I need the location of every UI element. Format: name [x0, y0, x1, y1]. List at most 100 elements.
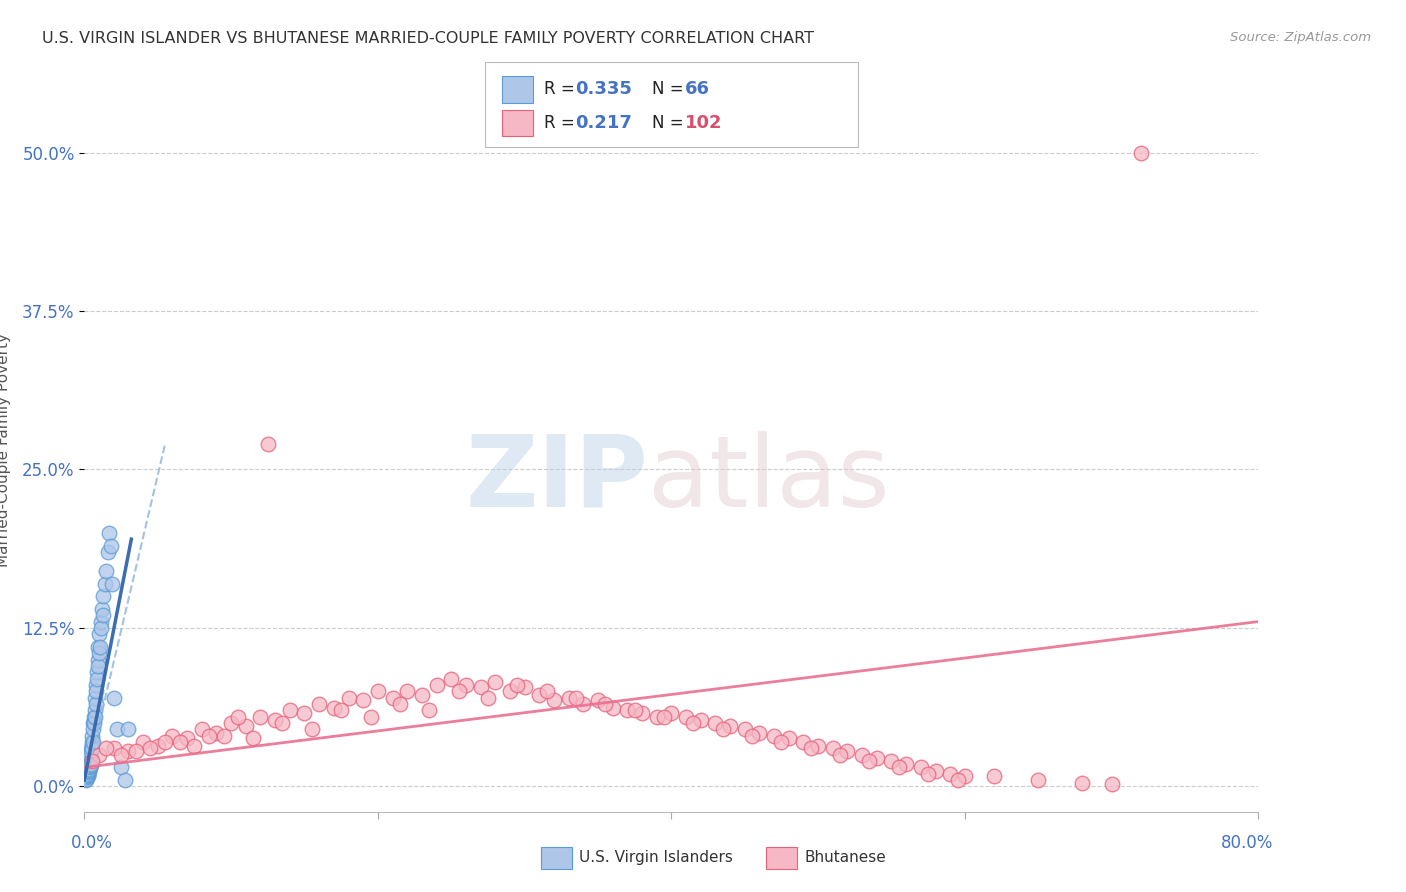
Point — [125, 744, 148, 758]
Point — [652, 709, 675, 723]
Point — [529, 688, 551, 702]
Point — [86, 652, 108, 666]
Point — [76, 760, 98, 774]
Point — [837, 744, 859, 758]
Text: R =: R = — [544, 80, 581, 98]
Point — [983, 769, 1005, 783]
Point — [76, 766, 98, 780]
Point — [205, 726, 228, 740]
Point — [82, 716, 104, 731]
Point — [103, 741, 125, 756]
Point — [689, 714, 711, 728]
Point — [661, 706, 683, 720]
Point — [98, 525, 121, 540]
Point — [1071, 775, 1094, 789]
Point — [91, 608, 114, 623]
Point — [132, 735, 155, 749]
Point — [411, 688, 433, 702]
Point — [77, 760, 100, 774]
Text: U.S. Virgin Islanders: U.S. Virgin Islanders — [579, 850, 733, 864]
Text: Bhutanese: Bhutanese — [804, 850, 886, 864]
Point — [623, 703, 645, 717]
Point — [352, 693, 374, 707]
Point — [77, 768, 100, 782]
Point — [75, 772, 97, 787]
Point — [176, 731, 198, 746]
Point — [76, 769, 98, 783]
Point — [162, 729, 184, 743]
Point — [308, 697, 330, 711]
Point — [117, 723, 139, 737]
Point — [470, 681, 492, 695]
Point — [77, 764, 100, 779]
Point — [557, 690, 579, 705]
Point — [741, 729, 763, 743]
Text: 80.0%: 80.0% — [1220, 834, 1274, 852]
Point — [821, 741, 844, 756]
Point — [939, 766, 962, 780]
Point — [82, 729, 104, 743]
Point — [367, 684, 389, 698]
Point — [75, 771, 97, 785]
Point — [87, 747, 110, 762]
Point — [83, 709, 105, 723]
Point — [77, 762, 100, 776]
Point — [76, 756, 98, 771]
Point — [616, 703, 638, 717]
Point — [1026, 772, 1049, 787]
Point — [79, 759, 101, 773]
Point — [110, 747, 132, 762]
Point — [1130, 145, 1153, 160]
Text: 0.217: 0.217 — [575, 114, 631, 132]
Point — [117, 744, 139, 758]
Point — [917, 766, 939, 780]
Point — [330, 703, 353, 717]
Point — [631, 706, 654, 720]
Text: 102: 102 — [685, 114, 723, 132]
Point — [228, 709, 250, 723]
Point — [93, 589, 115, 603]
Point — [84, 709, 107, 723]
Point — [337, 690, 360, 705]
Point — [322, 700, 344, 714]
Point — [734, 723, 756, 737]
Point — [792, 735, 814, 749]
Point — [388, 697, 411, 711]
Point — [75, 772, 97, 786]
Point — [83, 703, 105, 717]
Point — [82, 735, 104, 749]
Point — [477, 690, 499, 705]
Point — [100, 539, 122, 553]
Point — [1101, 777, 1123, 791]
Text: N =: N = — [652, 80, 689, 98]
Point — [86, 665, 108, 680]
Point — [96, 741, 118, 756]
Text: 0.335: 0.335 — [575, 80, 631, 98]
Point — [80, 756, 103, 771]
Point — [103, 690, 125, 705]
Text: ZIP: ZIP — [465, 431, 648, 528]
Point — [183, 739, 205, 753]
Point — [86, 684, 108, 698]
Point — [858, 754, 880, 768]
Point — [440, 672, 463, 686]
Point — [79, 754, 101, 768]
Point — [77, 763, 100, 777]
Point — [675, 709, 697, 723]
Point — [89, 640, 111, 654]
Point — [84, 678, 107, 692]
Point — [426, 678, 449, 692]
Point — [595, 697, 617, 711]
Point — [381, 690, 404, 705]
Point — [80, 754, 103, 768]
Point — [198, 729, 221, 743]
Point — [396, 684, 419, 698]
Point — [80, 741, 103, 756]
Point — [946, 772, 969, 787]
Point — [718, 718, 741, 732]
Point — [924, 764, 946, 779]
Point — [84, 690, 107, 705]
Point — [910, 760, 932, 774]
Point — [96, 564, 118, 578]
Point — [499, 684, 522, 698]
